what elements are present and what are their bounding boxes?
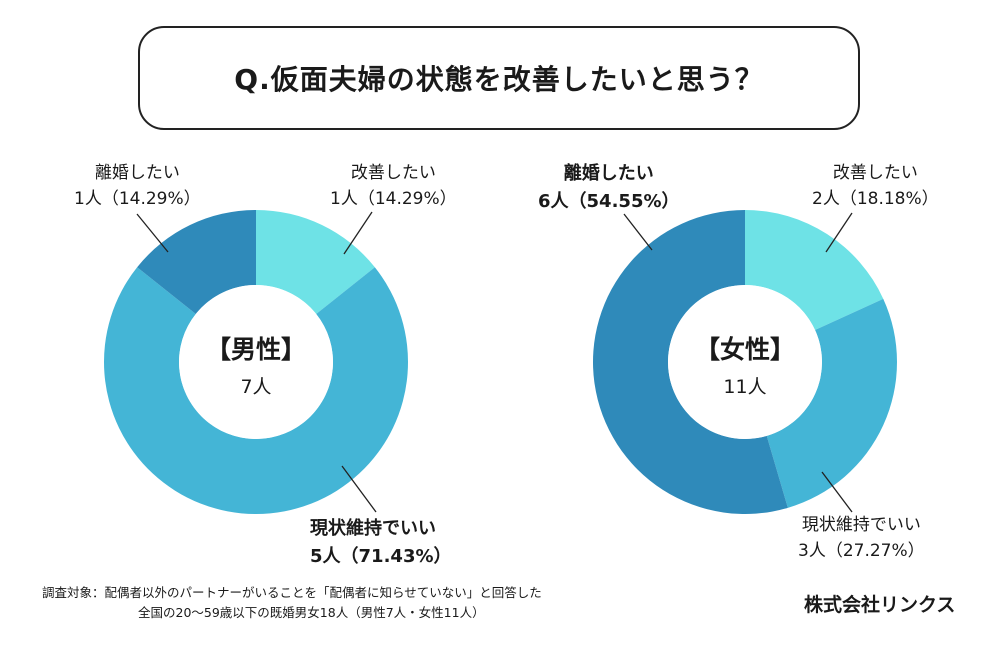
- male-label-kaizen: 改善したい 1人14.29%: [330, 160, 457, 212]
- slice-count: 2人: [812, 189, 840, 209]
- female-slice-genjo: [766, 298, 897, 508]
- female-slice-kaizen: [745, 210, 884, 331]
- company-name: 株式会社リンクス: [804, 594, 956, 616]
- slice-count: 3人: [798, 541, 826, 561]
- question-title-box: Q.仮面夫婦の状態を改善したいと思う？: [138, 26, 860, 130]
- male-label-rikon: 離婚したい 1人14.29%: [74, 160, 201, 212]
- male-label-genjo: 現状維持でいい 5人71.43%: [310, 515, 452, 571]
- female-label-rikon: 離婚したい 6人54.55%: [538, 160, 680, 216]
- male-slice-rikon: [137, 210, 256, 315]
- footnote-line-2: 全国の20〜59歳以下の既婚男女18人（男性7人・女性11人）: [138, 605, 485, 620]
- leader-line-male-kaizen: [343, 211, 373, 255]
- question-title: Q.仮面夫婦の状態を改善したいと思う？: [234, 63, 764, 96]
- slice-percent: 18.18%: [840, 189, 939, 209]
- leader-line-male-genjo: [341, 465, 377, 513]
- slice-percent: 14.29%: [102, 189, 201, 209]
- footnote-line-1: 調査対象：配偶者以外のパートナーがいることを「配偶者に知らせていない」と回答した: [42, 585, 542, 600]
- male-center-title: 【男性】: [205, 335, 306, 364]
- leader-line-female-rikon: [623, 213, 653, 251]
- male-slice-kaizen: [256, 210, 375, 315]
- slice-percent: 14.29%: [358, 189, 457, 209]
- leader-lines: [136, 211, 853, 513]
- slice-name: 現状維持でいい: [801, 515, 921, 535]
- female-slice-rikon: [593, 210, 788, 514]
- female-center-title: 【女性】: [694, 335, 795, 364]
- slice-count: 1人: [74, 189, 102, 209]
- female-label-genjo: 現状維持でいい 3人27.27%: [798, 512, 925, 564]
- slice-count: 6人: [538, 191, 569, 212]
- male-slice-genjo: [104, 267, 408, 514]
- female-label-kaizen: 改善したい 2人18.18%: [812, 160, 939, 212]
- slice-name: 現状維持でいい: [310, 518, 436, 539]
- male-donut-chart: [104, 210, 408, 514]
- female-donut-hole: [668, 285, 822, 439]
- female-center-total: 11人: [723, 376, 767, 398]
- slice-percent: 27.27%: [826, 541, 925, 561]
- slice-name: 改善したい: [350, 163, 436, 183]
- slice-percent: 54.55%: [569, 191, 680, 212]
- slice-count: 5人: [310, 546, 341, 567]
- slice-count: 1人: [330, 189, 358, 209]
- slice-name: 改善したい: [832, 163, 918, 183]
- survey-footnote: 調査対象：配偶者以外のパートナーがいることを「配偶者に知らせていない」と回答した…: [42, 583, 542, 623]
- male-center-total: 7人: [240, 376, 272, 398]
- slice-name: 離婚したい: [94, 163, 180, 183]
- slice-name: 離婚したい: [563, 163, 654, 184]
- leader-line-female-genjo: [821, 471, 853, 513]
- leader-line-male-rikon: [136, 213, 169, 253]
- male-donut-hole: [179, 285, 333, 439]
- slice-percent: 71.43%: [341, 546, 452, 567]
- female-donut-chart: [593, 210, 897, 514]
- leader-line-female-kaizen: [825, 212, 853, 253]
